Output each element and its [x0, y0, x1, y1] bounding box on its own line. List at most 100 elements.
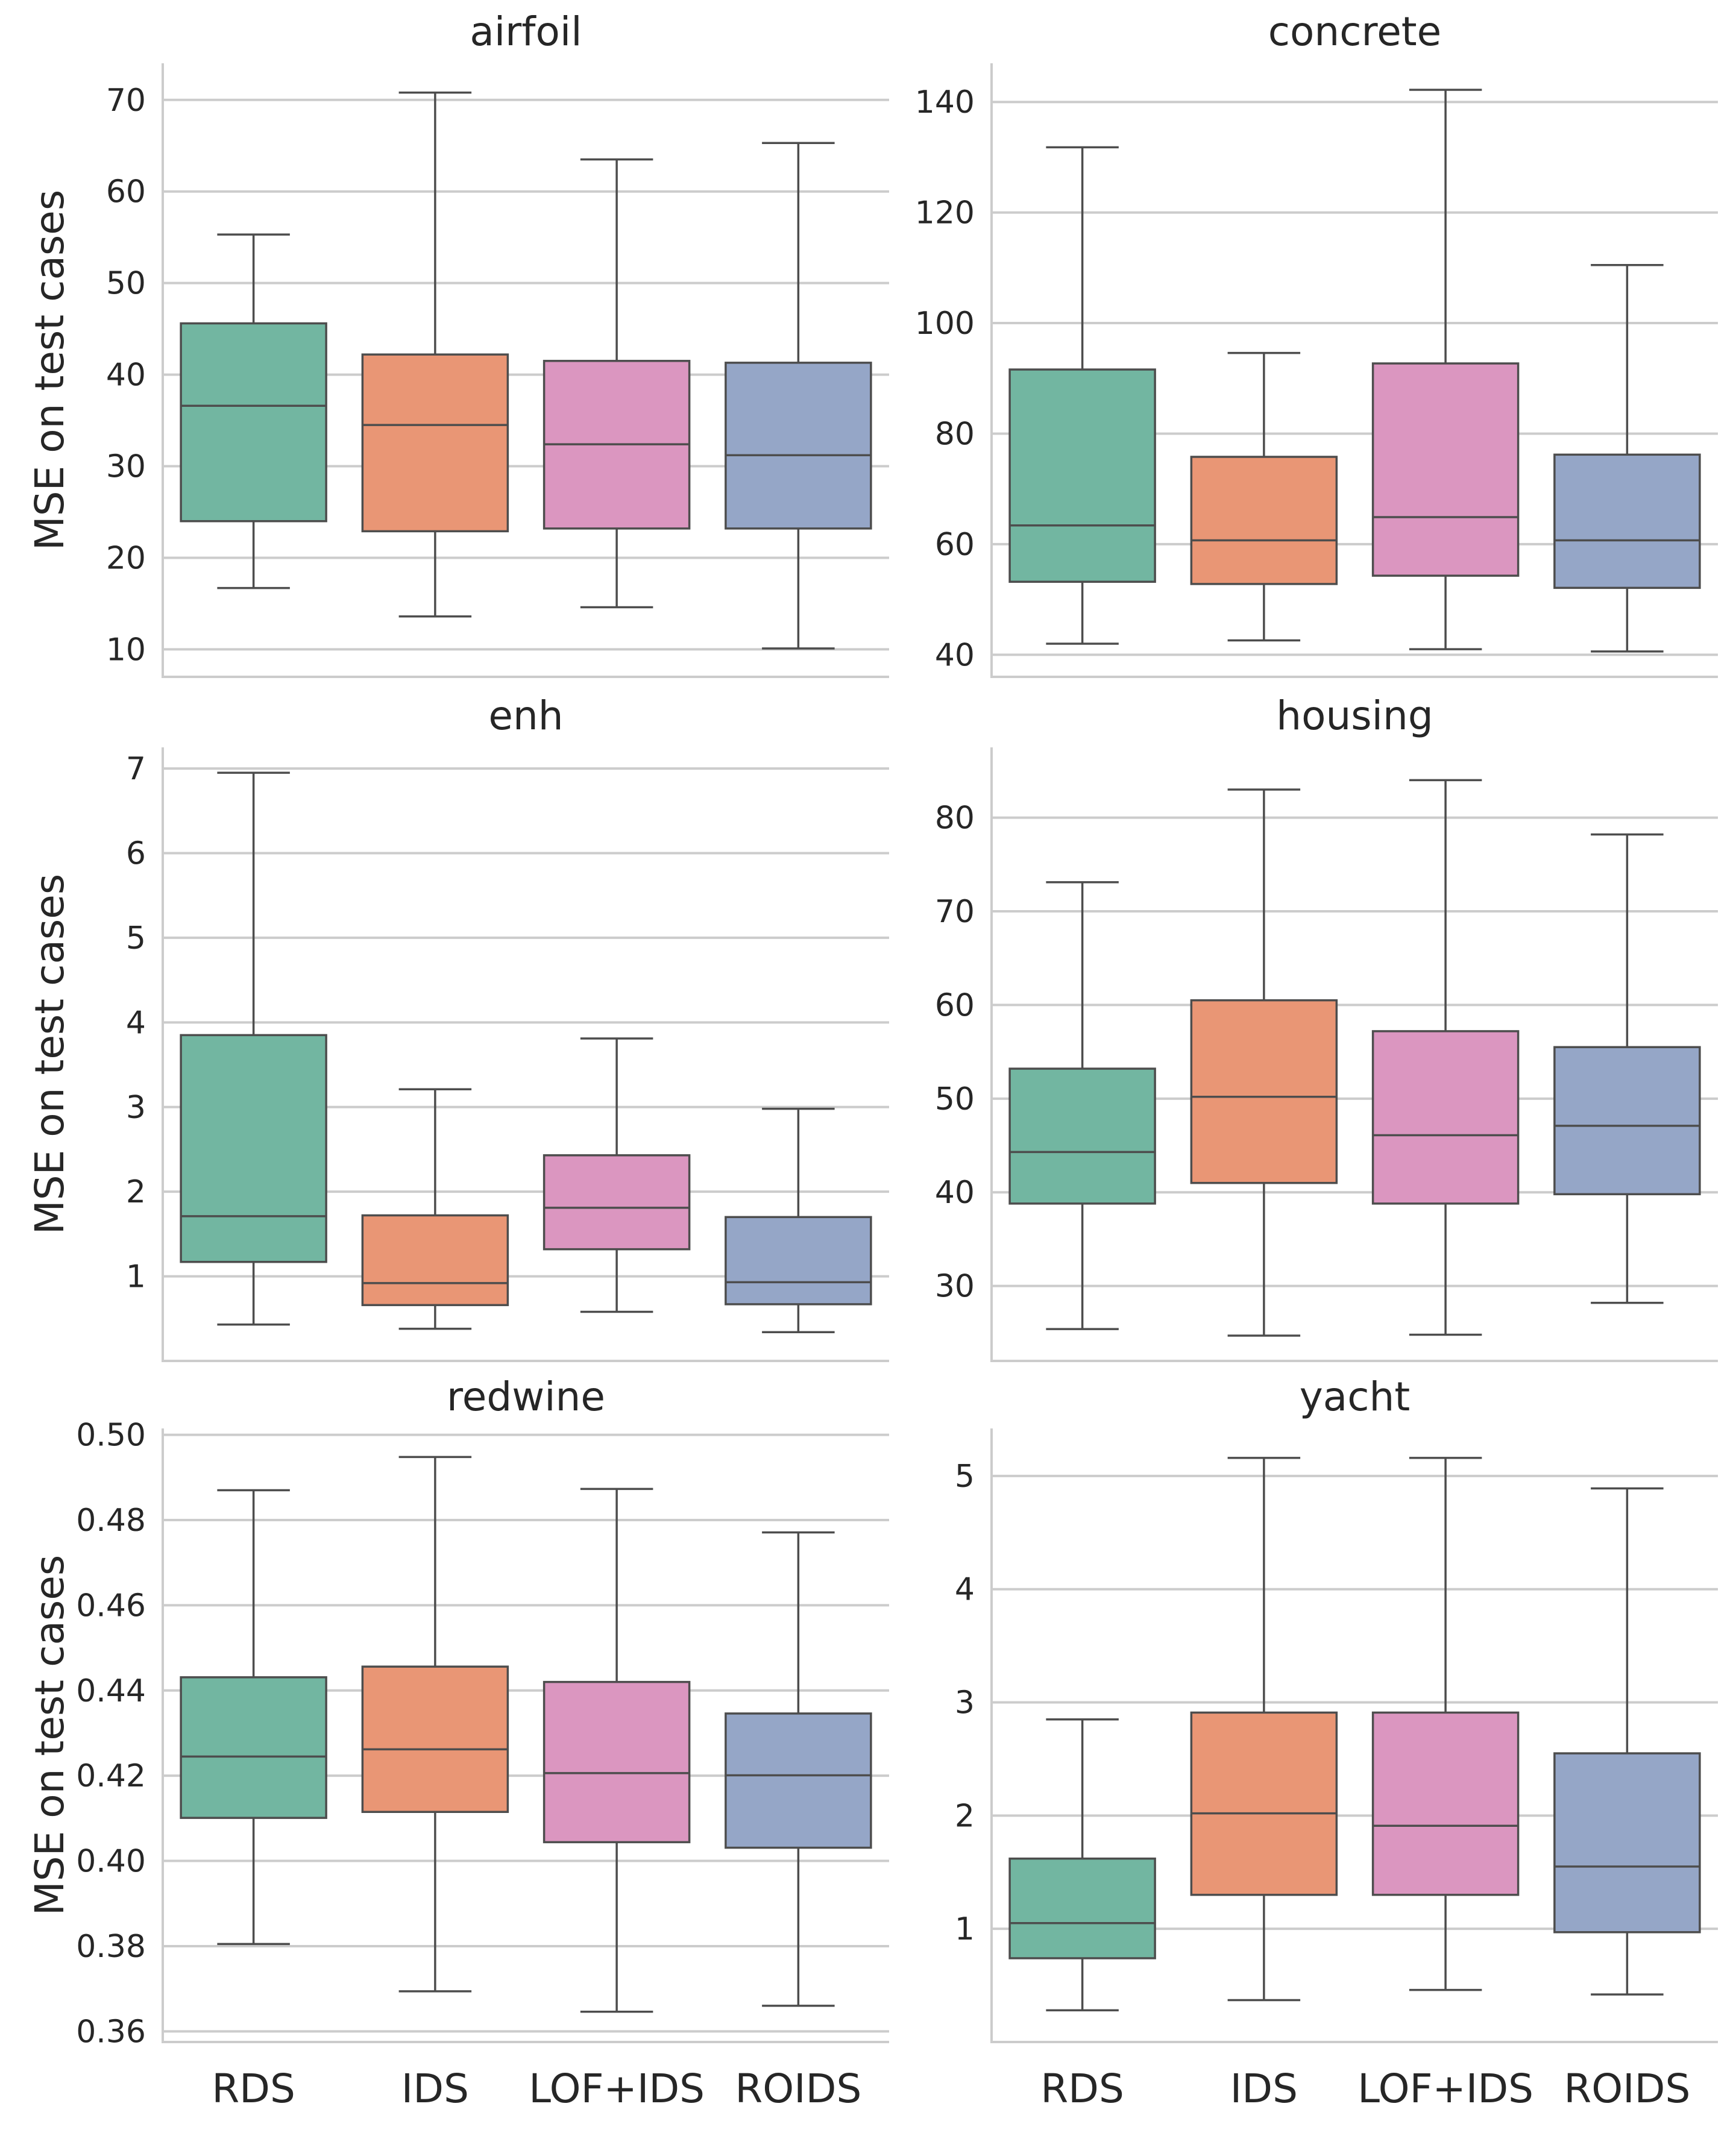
y-tick-label: 0.50 [76, 1418, 146, 1454]
y-tick-label: 140 [915, 84, 975, 121]
iqr-box [180, 1676, 327, 1819]
box-lof-ids [542, 1488, 691, 2013]
iqr-box [1008, 1067, 1156, 1205]
y-tick-label: 80 [935, 416, 975, 452]
y-tick-label: 60 [106, 174, 146, 210]
box-roids [725, 1107, 872, 1334]
panel-title: enh [488, 693, 563, 739]
box-roids [1553, 263, 1701, 653]
x-tick-label: ROIDS [735, 2066, 861, 2112]
y-tick-label: 50 [106, 266, 146, 302]
panel-airfoil: 10 20 30 40 50 60 70 airfoil MSE on test cases [27, 8, 889, 678]
iqr-box [1008, 1857, 1156, 1959]
box-ids [361, 91, 509, 618]
box-rds [1008, 881, 1156, 1330]
panel-title: concrete [1268, 8, 1442, 55]
y-tick-label: 5 [126, 920, 146, 957]
iqr-box [725, 362, 872, 530]
box-rds [180, 771, 327, 1326]
panel-redwine: 0.36 0.38 0.40 0.42 0.44 0.46 0.48 0.50 redwine M… [27, 1374, 889, 2112]
iqr-box [180, 1034, 327, 1263]
y-tick-label: 5 [955, 1459, 975, 1495]
panel-yacht: 1 2 3 4 5 yacht RDS IDS LOF+IDS ROIDS [955, 1374, 1718, 2112]
y-tick-label: 0.48 [76, 1503, 146, 1539]
iqr-box [180, 322, 327, 523]
iqr-box [542, 1680, 691, 1844]
x-tick-label: RDS [212, 2066, 295, 2112]
y-tick-label: 4 [126, 1005, 146, 1041]
x-tick-label: LOF+IDS [529, 2066, 705, 2112]
iqr-box [542, 1154, 691, 1251]
iqr-box [1553, 1046, 1701, 1196]
box-lof-ids [542, 1037, 691, 1313]
x-tick-label: LOF+IDS [1357, 2066, 1533, 2112]
box-rds [1008, 1718, 1156, 2012]
y-tick-label: 1 [955, 1911, 975, 1947]
y-tick-label: 1 [126, 1259, 146, 1295]
y-tick-label: 30 [935, 1269, 975, 1305]
x-tick-label: IDS [1230, 2066, 1298, 2112]
box-lof-ids [542, 158, 691, 609]
y-tick-label: 70 [106, 83, 146, 119]
box-lof-ids [1371, 89, 1520, 650]
iqr-box [1190, 1711, 1338, 1896]
panel-title: redwine [447, 1374, 605, 1420]
y-tick-label: 0.40 [76, 1844, 146, 1880]
box-lof-ids [1371, 779, 1520, 1336]
box-lof-ids [1371, 1457, 1520, 1991]
box-roids [1553, 833, 1701, 1304]
x-tick-label: ROIDS [1564, 2066, 1690, 2112]
y-tick-label: 0.36 [76, 2014, 146, 2050]
panel-title: yacht [1300, 1374, 1410, 1420]
y-tick-label: 60 [935, 987, 975, 1023]
y-tick-label: 6 [126, 836, 146, 872]
iqr-box [361, 1214, 509, 1307]
y-tick-label: 3 [126, 1090, 146, 1126]
iqr-box [1190, 999, 1338, 1184]
y-tick-label: 40 [935, 637, 975, 673]
y-tick-label: 120 [915, 195, 975, 231]
iqr-box [1190, 456, 1338, 585]
y-tick-label: 40 [106, 357, 146, 394]
y-axis-label: MSE on test cases [27, 874, 73, 1235]
y-tick-label: 20 [106, 540, 146, 576]
box-rds [180, 1489, 327, 1946]
iqr-box [1371, 1711, 1520, 1896]
iqr-box [1371, 1030, 1520, 1205]
y-tick-label: 0.42 [76, 1758, 146, 1794]
y-tick-label: 2 [955, 1798, 975, 1834]
y-axis-label: MSE on test cases [27, 190, 73, 551]
y-tick-label: 2 [126, 1174, 146, 1210]
iqr-box [1008, 368, 1156, 583]
x-tick-label: RDS [1040, 2066, 1124, 2112]
iqr-box [1553, 453, 1701, 589]
iqr-box [1553, 1752, 1701, 1934]
y-tick-label: 30 [106, 449, 146, 485]
box-roids [1553, 1487, 1701, 1996]
iqr-box [361, 353, 509, 533]
y-tick-label: 4 [955, 1572, 975, 1608]
box-ids [1190, 1457, 1338, 2002]
y-tick-label: 70 [935, 894, 975, 930]
y-tick-label: 60 [935, 527, 975, 563]
y-tick-label: 80 [935, 800, 975, 837]
y-axis-label: MSE on test cases [27, 1555, 73, 1916]
iqr-box [725, 1712, 872, 1849]
iqr-box [725, 1216, 872, 1305]
box-ids [361, 1088, 509, 1330]
box-roids [725, 142, 872, 650]
box-ids [361, 1456, 509, 1993]
y-tick-label: 50 [935, 1081, 975, 1117]
panel-title: housing [1276, 693, 1433, 739]
box-ids [1190, 788, 1338, 1337]
x-tick-label: IDS [401, 2066, 469, 2112]
y-tick-label: 3 [955, 1685, 975, 1721]
box-rds [1008, 146, 1156, 645]
box-rds [180, 233, 327, 589]
iqr-box [361, 1665, 509, 1813]
y-tick-label: 7 [126, 751, 146, 787]
y-tick-label: 40 [935, 1175, 975, 1211]
y-tick-label: 0.44 [76, 1673, 146, 1709]
panel-enh: 1 2 3 4 5 6 7 enh MSE on test cases [27, 693, 889, 1362]
